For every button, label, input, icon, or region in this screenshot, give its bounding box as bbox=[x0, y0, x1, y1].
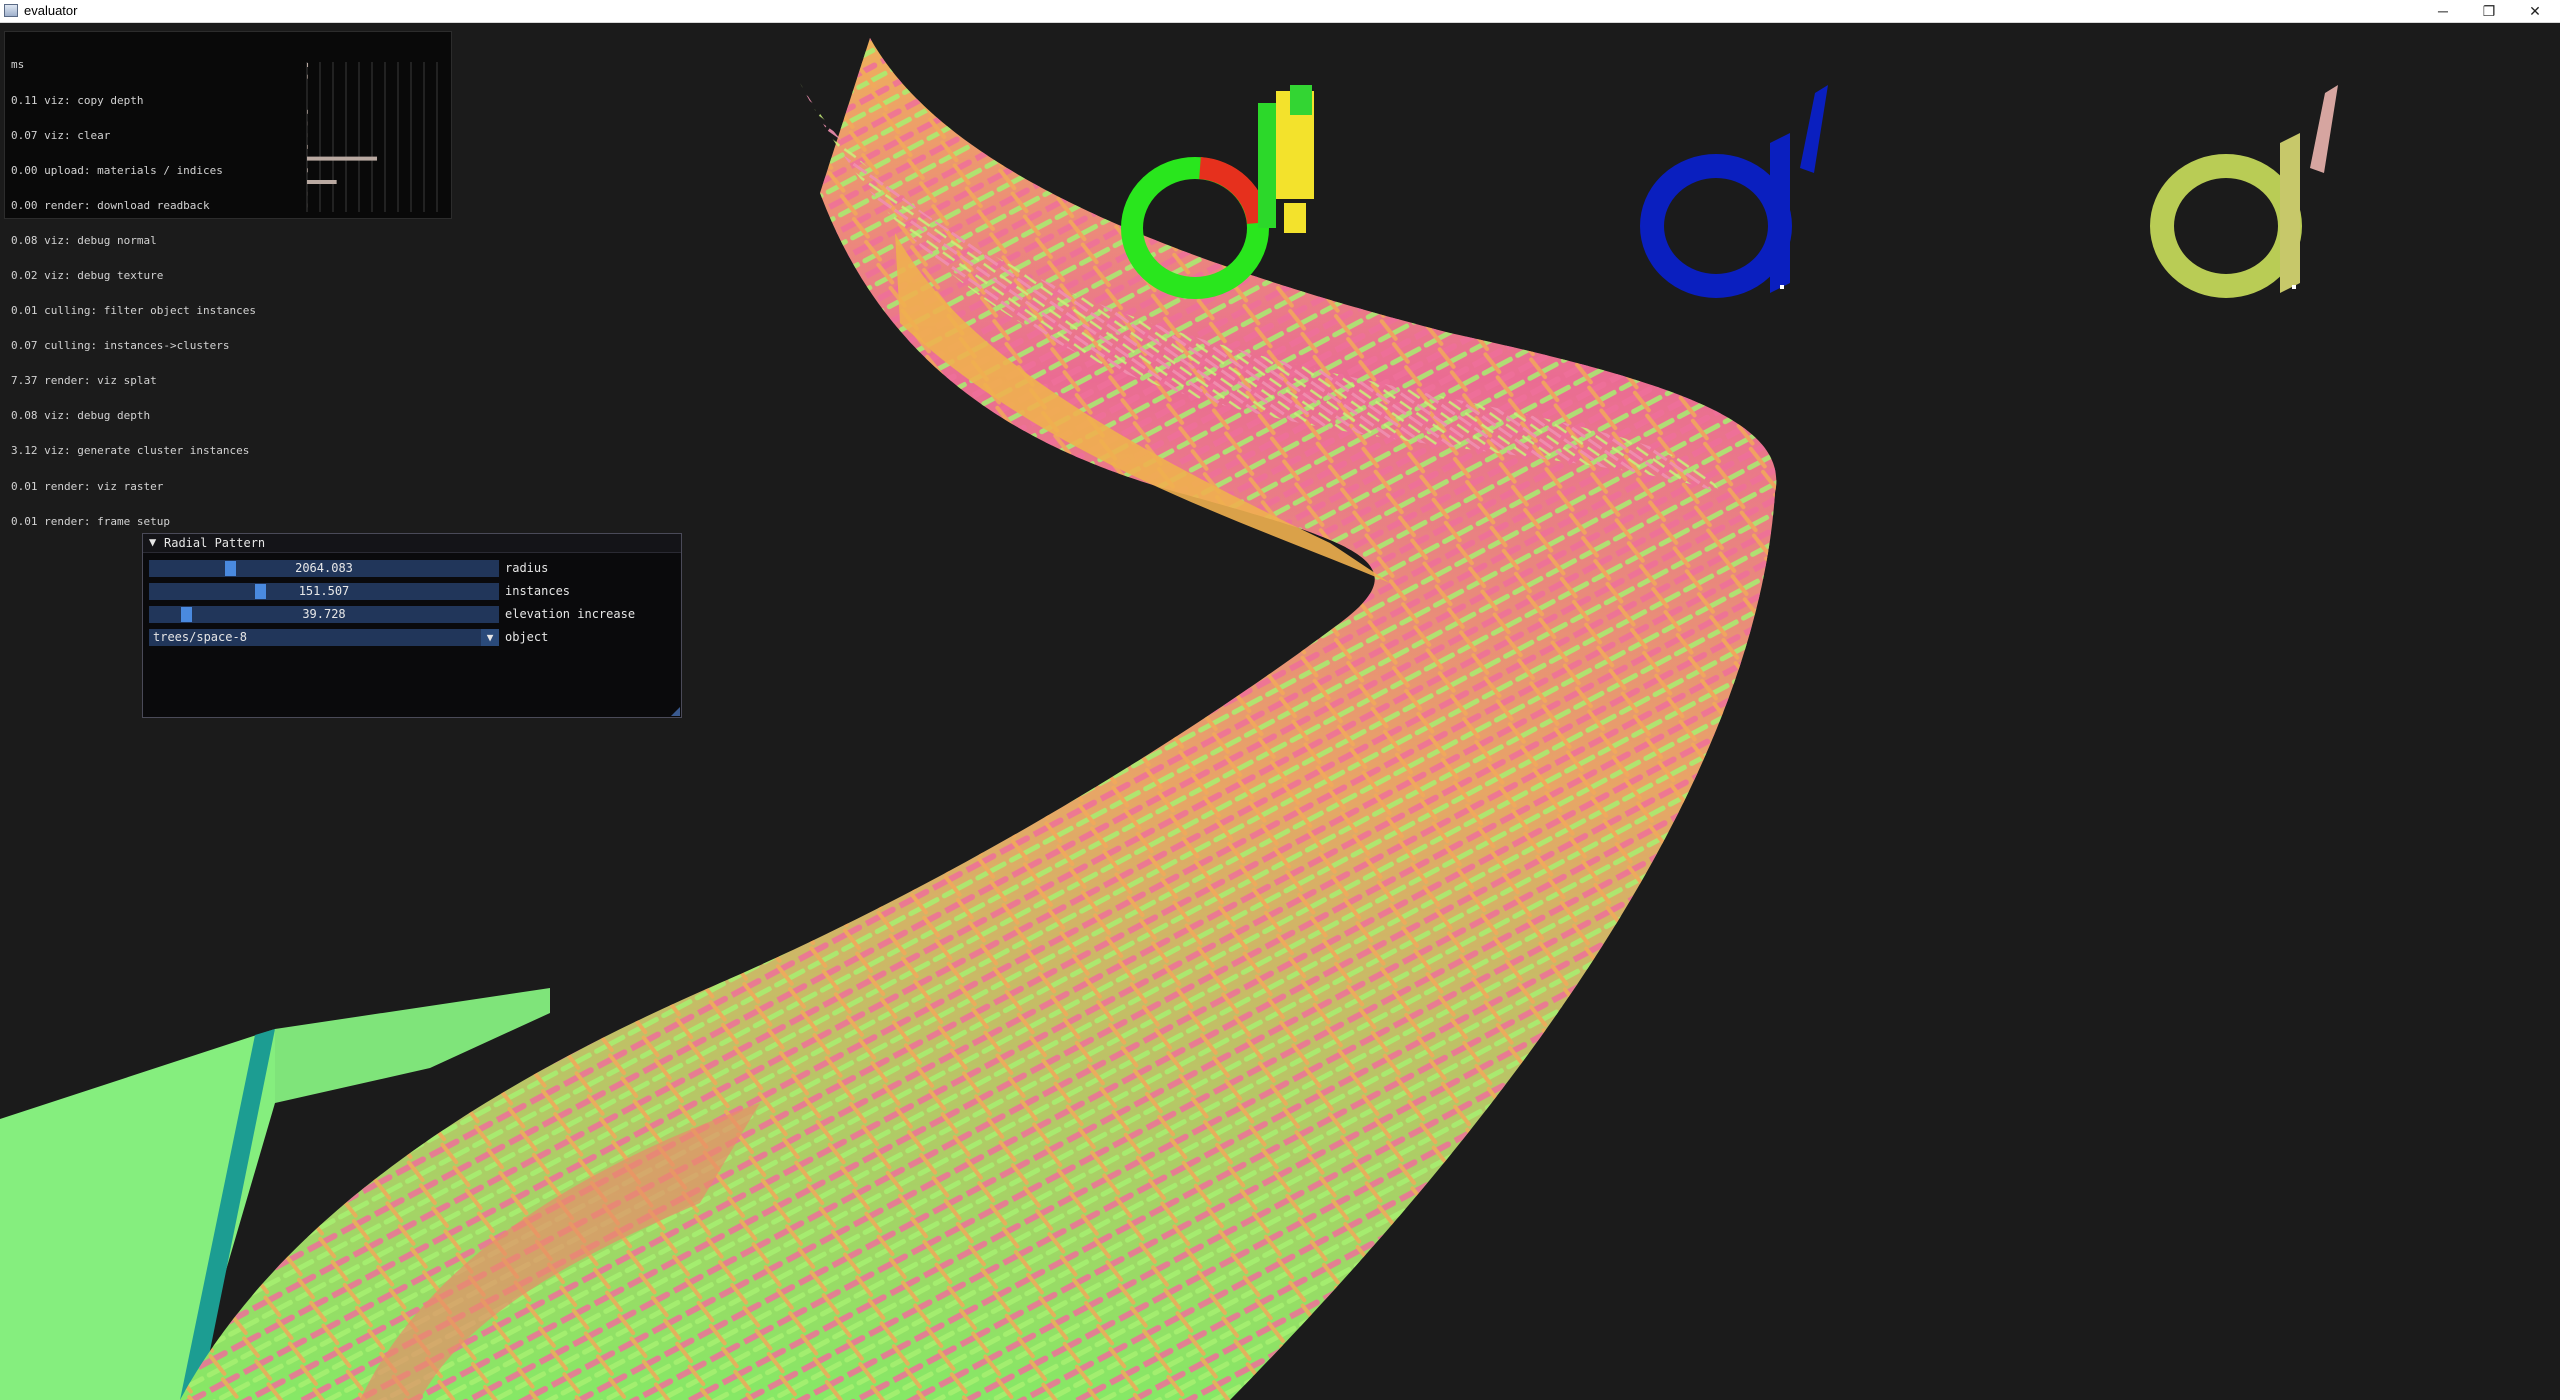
window-titlebar: evaluator ─ ❐ ✕ bbox=[0, 0, 2560, 23]
object-label: object bbox=[505, 630, 549, 644]
scene-render bbox=[0, 38, 2338, 1400]
timing-line: 0.02 viz: debug texture bbox=[11, 268, 164, 282]
radius-label: radius bbox=[505, 561, 549, 575]
swirl-twigs bbox=[800, 83, 1720, 493]
instances-label: instances bbox=[505, 584, 571, 598]
timing-bar bbox=[307, 168, 308, 173]
elevation-increase-value: 39.728 bbox=[302, 607, 346, 621]
panel-header[interactable]: ▼ Radial Pattern bbox=[143, 534, 681, 553]
fan-leaves bbox=[360, 1103, 760, 1400]
app-icon bbox=[4, 4, 18, 17]
instances-slider[interactable]: 151.507 bbox=[149, 583, 499, 600]
block-steps bbox=[275, 988, 550, 1103]
timing-line: 0.00 upload: materials / indices bbox=[11, 163, 223, 177]
elevation-row: 39.728 elevation increase bbox=[149, 606, 675, 624]
timing-line: 0.11 viz: copy depth bbox=[11, 93, 144, 107]
render-viewport[interactable]: ms 0.11 viz: copy depth 0.07 viz: clear … bbox=[0, 23, 2560, 1400]
tree-ribbon-branches bbox=[180, 38, 1777, 1400]
object-icon-blue bbox=[1640, 85, 1828, 298]
restore-button[interactable]: ❐ bbox=[2482, 3, 2496, 19]
instances-row: 151.507 instances bbox=[149, 583, 675, 601]
timing-bar bbox=[307, 109, 308, 114]
timing-bar bbox=[307, 74, 308, 79]
timing-line: 0.01 render: viz raster bbox=[11, 479, 164, 493]
timing-bar bbox=[307, 180, 337, 184]
timing-line: 0.08 viz: debug depth bbox=[11, 409, 151, 423]
timing-line: 0.01 culling: filter object instances bbox=[11, 304, 257, 318]
timing-line: 3.12 viz: generate cluster instances bbox=[11, 444, 250, 458]
instances-slider-grab[interactable] bbox=[255, 584, 266, 599]
object-icon-speckled bbox=[2150, 85, 2338, 298]
timing-bar bbox=[307, 144, 308, 149]
elevation-slider-grab[interactable] bbox=[181, 607, 192, 622]
elevation-increase-slider[interactable]: 39.728 bbox=[149, 606, 499, 623]
radius-slider-grab[interactable] bbox=[225, 561, 236, 576]
timing-line: 7.37 render: viz splat bbox=[11, 374, 157, 388]
radius-row: 2064.083 radius bbox=[149, 560, 675, 578]
timing-bar bbox=[307, 63, 309, 67]
object-combo-value: trees/space-8 bbox=[153, 630, 247, 644]
close-button[interactable]: ✕ bbox=[2529, 3, 2541, 19]
timing-line: 0.01 render: frame setup bbox=[11, 514, 170, 528]
object-icon-colored bbox=[1121, 85, 1314, 299]
panel-title: Radial Pattern bbox=[164, 536, 266, 550]
radius-value: 2064.083 bbox=[295, 561, 353, 575]
timing-line: 0.08 viz: debug normal bbox=[11, 233, 157, 247]
chevron-down-icon[interactable]: ▼ bbox=[481, 629, 499, 646]
radial-pattern-panel[interactable]: ▼ Radial Pattern 2064.083 radius 151.507… bbox=[142, 533, 682, 718]
timing-header: ms bbox=[11, 58, 25, 72]
timing-bar-graph bbox=[306, 62, 438, 212]
timing-line: 0.07 viz: clear bbox=[11, 128, 111, 142]
elevation-increase-label: elevation increase bbox=[505, 607, 636, 621]
timing-bar bbox=[307, 156, 378, 161]
object-row: trees/space-8 ▼ object bbox=[149, 629, 675, 647]
timing-line: 0.07 culling: instances->clusters bbox=[11, 339, 230, 353]
timing-list: ms 0.11 viz: copy depth 0.07 viz: clear … bbox=[11, 36, 256, 551]
instances-value: 151.507 bbox=[298, 584, 350, 598]
collapse-arrow-icon[interactable]: ▼ bbox=[149, 535, 157, 549]
timing-line: 0.00 render: download readback bbox=[11, 198, 210, 212]
timing-overlay: ms 0.11 viz: copy depth 0.07 viz: clear … bbox=[4, 31, 452, 527]
window-title: evaluator bbox=[24, 3, 78, 18]
minimize-button[interactable]: ─ bbox=[2438, 3, 2448, 19]
resize-grip-icon[interactable] bbox=[671, 707, 680, 716]
object-combo[interactable]: trees/space-8 ▼ bbox=[149, 629, 499, 646]
radius-slider[interactable]: 2064.083 bbox=[149, 560, 499, 577]
ground-block-edge bbox=[180, 1029, 275, 1400]
